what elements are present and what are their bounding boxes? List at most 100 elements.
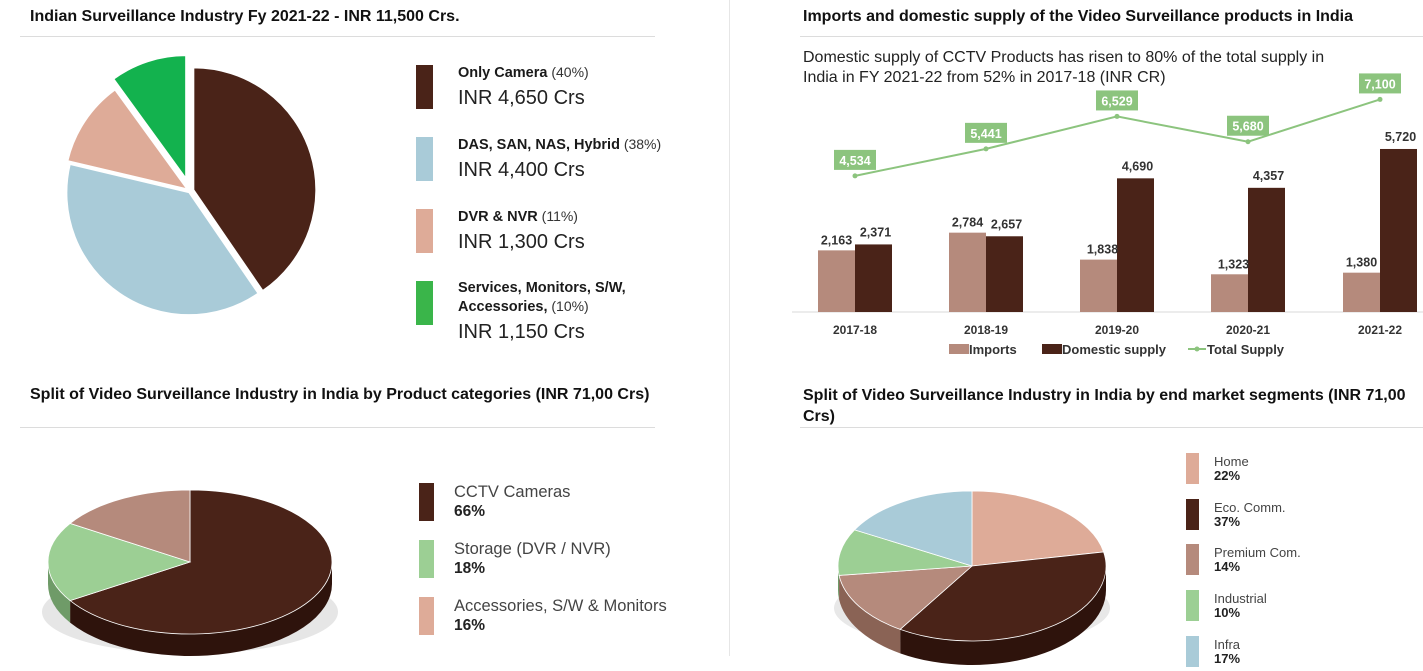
legend-swatch (1186, 499, 1199, 530)
point-total-2021-22 (1377, 96, 1383, 102)
panel2-title: Imports and domestic supply of the Video… (803, 8, 1354, 25)
legend-label: DAS, SAN, NAS, Hybrid (38%) (458, 135, 698, 154)
label-total-2021-22: 7,100 (1364, 77, 1395, 91)
label-imports-2020-21: 1,323 (1218, 257, 1249, 271)
legend-percent: 17% (1214, 651, 1241, 666)
legend-label: DVR & NVR (11%) (458, 207, 698, 226)
panel4-rule (800, 427, 1423, 428)
legend-percent: (11%) (537, 208, 578, 224)
panel3-title: Split of Video Surveillance Industry in … (30, 386, 650, 403)
legend-label-text: DAS, SAN, NAS, Hybrid (458, 137, 620, 153)
legend-swatch (416, 65, 433, 109)
label-box-total-2018-19 (965, 122, 1007, 143)
pie-chart-industry (66, 55, 317, 316)
tick-label-2017-18: 2017-18 (833, 323, 877, 337)
label-total-2019-20: 6,529 (1101, 94, 1132, 108)
pie3-slice-cctv-cameras (69, 489, 333, 635)
legend-percent: (40%) (547, 64, 589, 80)
legend-label: CCTV Cameras (454, 483, 571, 501)
label-domestic-2021-22: 5,720 (1385, 130, 1416, 144)
legend-label-text: Only Camera (458, 65, 548, 81)
label-domestic-2018-19: 2,657 (991, 217, 1022, 231)
pie-chart-end-market (834, 490, 1110, 665)
legend-swatch (1186, 590, 1199, 621)
legend-swatch (419, 597, 434, 635)
legend-label: Premium Com. (1214, 545, 1301, 560)
panel3-rule (20, 427, 655, 428)
legend-percent: 16% (454, 617, 486, 634)
label-imports-2021-22: 1,380 (1346, 256, 1377, 270)
legend-swatch-imports (949, 344, 969, 354)
legend-marker-total (1194, 346, 1200, 352)
legend-label: Only Camera (40%) (458, 63, 698, 82)
legend-percent: 22% (1214, 468, 1241, 483)
pie1-slice-dvr-nvr (67, 89, 188, 190)
legend-percent: 18% (454, 560, 486, 577)
legend-swatch (419, 540, 434, 578)
label-total-2020-21: 5,680 (1232, 120, 1263, 134)
legend-swatch (416, 137, 433, 181)
pie3-side-cctv-cameras (70, 562, 332, 656)
pie4-slice-eco-comm (899, 551, 1107, 642)
label-box-total-2020-21 (1227, 115, 1269, 136)
label-total-2018-19: 5,441 (970, 127, 1001, 141)
label-box-total-2019-20 (1096, 90, 1138, 111)
pie1-slice-das-san-nas-hybrid (66, 163, 259, 316)
point-total-2018-19 (983, 146, 989, 152)
legend-label: Services, Monitors, S/W, Accessories, (1… (458, 279, 698, 316)
legend-label: Industrial (1214, 591, 1267, 606)
pie4-slice-industrial (837, 529, 973, 576)
pie3-slice-accessories-s-w-monitors (69, 489, 191, 563)
pie3-slice-storage-dvr-nvr (47, 522, 192, 602)
legend-swatch (1186, 636, 1199, 667)
legend-swatch (1186, 544, 1199, 575)
legend-label: Accessories, S/W & Monitors (454, 597, 667, 615)
label-domestic-2019-20: 4,690 (1122, 159, 1153, 173)
bar-domestic-2017-18 (855, 244, 892, 312)
legend-label-text: Services, Monitors, S/W, Accessories, (458, 280, 626, 315)
bar-imports-2018-19 (949, 232, 986, 312)
bar-imports-2020-21 (1211, 274, 1248, 312)
legend-value: INR 4,650 Crs (458, 87, 585, 109)
legend-label-imports: Imports (969, 342, 1017, 357)
tick-label-2021-22: 2021-22 (1358, 323, 1402, 337)
tick-label-2019-20: 2019-20 (1095, 323, 1139, 337)
panel4-title: Split of Video Surveillance Industry in … (803, 387, 1406, 425)
pie1-slice-services-monitors-s-w-accessories (113, 55, 187, 180)
bar-domestic-2021-22 (1380, 148, 1417, 312)
legend-value: INR 1,300 Crs (458, 231, 585, 253)
bar-domestic-2018-19 (986, 236, 1023, 312)
legend-swatch (416, 209, 433, 253)
point-total-2019-20 (1114, 113, 1120, 119)
label-domestic-2017-18: 2,371 (860, 225, 891, 239)
pie3-side-storage-dvr-nvr (48, 562, 71, 623)
pie1-slice-only-camera (193, 67, 317, 292)
legend-percent: (10%) (547, 298, 589, 314)
point-total-2020-21 (1245, 139, 1251, 145)
legend-label: Home (1214, 454, 1249, 469)
bar-chart-supply: 2,163 2,371 2017-18 2,784 2,657 2018-19 1,838 4… (792, 73, 1423, 357)
panel-divider (729, 0, 730, 656)
label-imports-2017-18: 2,163 (821, 233, 852, 247)
pie4-slice-home (971, 490, 1105, 567)
point-total-2017-18 (852, 173, 858, 179)
pie4-slice-premium-com (838, 565, 974, 630)
legend-percent: (38%) (619, 136, 662, 152)
tick-label-2018-19: 2018-19 (964, 323, 1008, 337)
pie-chart-product-categories (42, 489, 338, 656)
legend-percent: 66% (454, 503, 486, 520)
label-imports-2019-20: 1,838 (1087, 243, 1118, 257)
bar-imports-2017-18 (818, 250, 855, 312)
bar-imports-2021-22 (1343, 272, 1380, 312)
panel1-rule (20, 36, 655, 37)
label-box-total-2021-22 (1359, 73, 1401, 94)
legend-value: INR 1,150 Crs (458, 321, 585, 343)
bar-imports-2019-20 (1080, 259, 1117, 312)
panel1-title: Indian Surveillance Industry Fy 2021-22 … (30, 8, 460, 25)
legend-swatch (1186, 453, 1199, 484)
bar-domestic-2019-20 (1117, 178, 1154, 312)
tick-label-2020-21: 2020-21 (1226, 323, 1270, 337)
legend-label: Infra (1214, 637, 1241, 652)
legend-value: INR 4,400 Crs (458, 159, 585, 181)
legend-label: Storage (DVR / NVR) (454, 540, 611, 558)
